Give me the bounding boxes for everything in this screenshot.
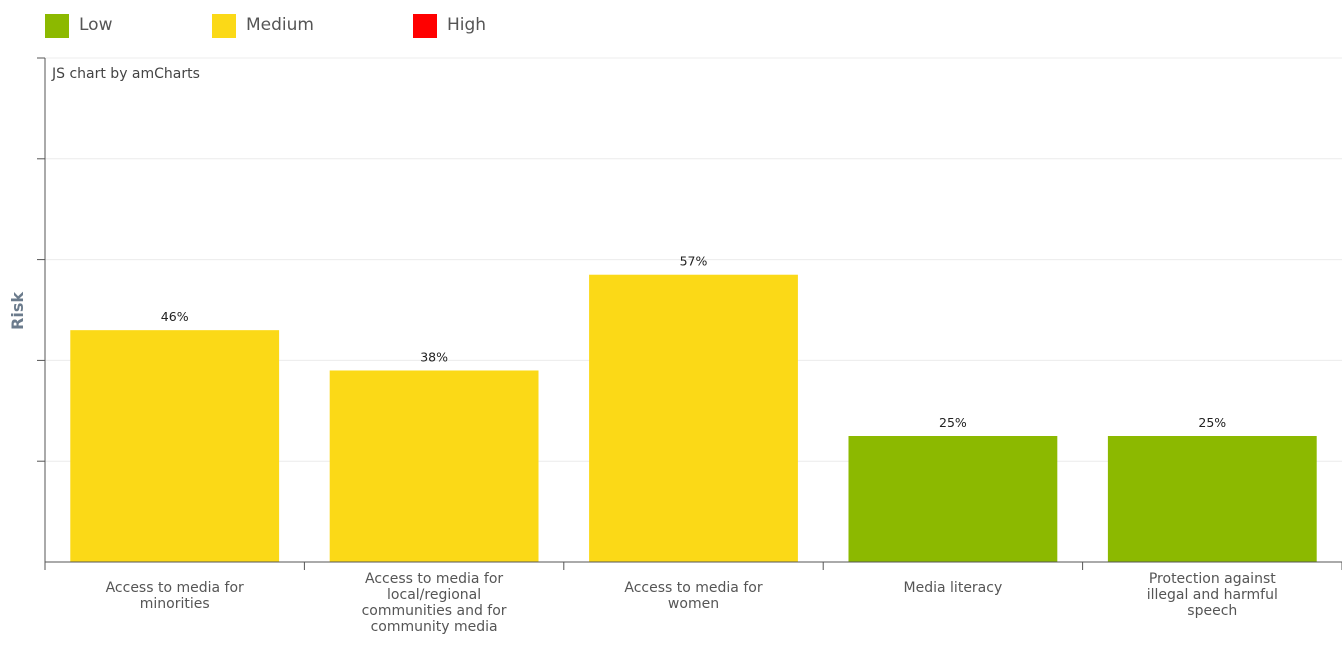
bar[interactable] — [589, 274, 798, 562]
x-tick-label: Protection against illegal and harmful spe… — [1147, 571, 1278, 619]
x-tick-label: Access to media for minorities — [106, 580, 244, 612]
axes — [37, 57, 1342, 570]
data-label: 57% — [680, 254, 708, 269]
legend-swatch-high — [413, 14, 437, 38]
x-tick-label: Media literacy — [904, 580, 1003, 596]
bars — [70, 274, 1317, 562]
legend-label-medium: Medium — [246, 15, 314, 35]
legend-swatch-medium — [212, 14, 236, 38]
bar[interactable] — [848, 436, 1058, 562]
legend-label-low: Low — [79, 15, 113, 35]
data-label: 25% — [939, 415, 967, 430]
bar[interactable] — [70, 330, 280, 562]
chart-credit[interactable]: JS chart by amCharts — [51, 66, 200, 82]
legend-label-high: High — [447, 15, 487, 35]
y-axis-label: Risk — [8, 292, 27, 330]
x-tick-label: Access to media for local/regional communi… — [362, 571, 507, 635]
legend-swatch-low — [45, 14, 69, 38]
labels: 46% Access to media for minorities 38% Acces… — [106, 254, 1278, 635]
data-label: 46% — [161, 309, 189, 324]
x-tick-label: Access to media for women — [624, 580, 762, 612]
data-label: 25% — [1198, 415, 1226, 430]
bar[interactable] — [1107, 436, 1317, 562]
data-label: 38% — [420, 349, 448, 364]
bar[interactable] — [329, 370, 539, 562]
